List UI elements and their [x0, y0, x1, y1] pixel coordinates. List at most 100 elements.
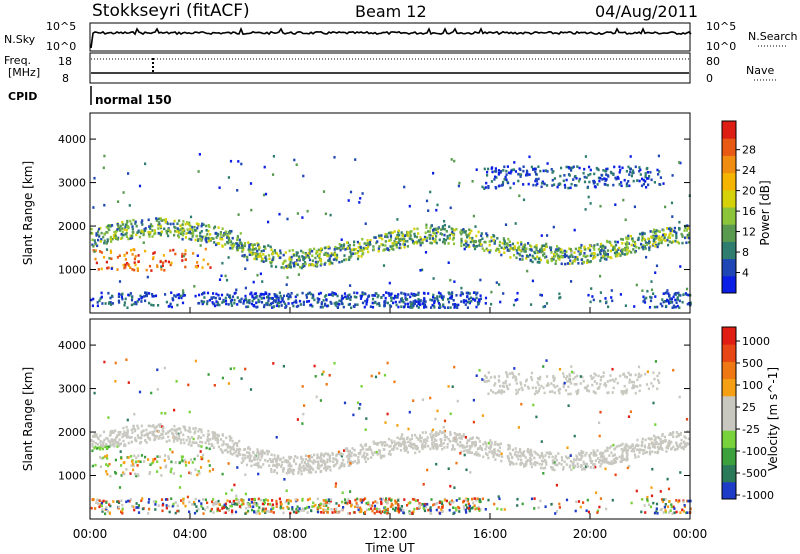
echo-cell — [430, 241, 433, 245]
echo-cell — [589, 244, 592, 248]
echo-cell — [177, 293, 180, 296]
echo-cell — [277, 296, 280, 300]
echo-cell — [193, 225, 196, 229]
echo-cell — [484, 302, 487, 305]
echo-cell — [105, 242, 108, 245]
echo-cell — [94, 257, 97, 261]
echo-cell — [634, 384, 637, 388]
echo-cell — [125, 225, 128, 229]
echo-cell — [200, 235, 204, 239]
echo-cell — [134, 472, 137, 476]
echo-cell — [668, 433, 671, 436]
echo-cell — [504, 381, 507, 385]
echo-cell — [347, 244, 350, 248]
echo-cell — [345, 455, 348, 458]
echo-cell — [354, 498, 357, 502]
echo-cell — [460, 237, 463, 241]
echo-cell — [225, 507, 229, 510]
echo-cell — [533, 497, 536, 500]
echo-cell — [534, 460, 537, 464]
echo-cell — [503, 240, 506, 243]
echo-cell — [542, 365, 545, 368]
echo-cell — [647, 237, 650, 241]
echo-cell — [556, 463, 559, 467]
echo-cell — [477, 230, 480, 234]
echo-cell — [230, 230, 233, 233]
echo-cell — [591, 383, 594, 387]
echo-cell — [91, 443, 94, 446]
echo-cell — [324, 498, 327, 502]
echo-cell — [176, 509, 179, 513]
echo-cell — [405, 448, 408, 452]
echo-cell — [618, 165, 621, 169]
echo-cell — [109, 237, 112, 241]
echo-cell — [475, 374, 478, 377]
echo-cell — [202, 292, 205, 295]
echo-cell — [574, 247, 577, 251]
echo-cell — [96, 436, 100, 439]
echo-cell — [159, 217, 162, 221]
echo-cell — [465, 291, 468, 295]
echo-cell — [107, 266, 110, 269]
echo-cell — [550, 452, 553, 455]
echo-cell — [429, 506, 432, 509]
echo-cell — [481, 185, 484, 189]
echo-cell — [187, 429, 190, 433]
echo-cell — [242, 502, 245, 506]
echo-cell — [181, 231, 184, 234]
echo-cell — [493, 241, 496, 244]
echo-cell — [188, 221, 191, 225]
echo-cell — [222, 440, 225, 443]
echo-cell — [165, 464, 168, 468]
echo-cell — [478, 244, 481, 247]
echo-cell — [357, 458, 360, 462]
echo-cell — [678, 293, 681, 297]
echo-cell — [154, 508, 157, 511]
echo-cell — [192, 427, 195, 430]
echo-cell — [435, 462, 438, 466]
echo-cell — [556, 249, 560, 252]
echo-cell — [213, 302, 216, 306]
echo-cell — [503, 385, 506, 388]
echo-cell — [91, 238, 94, 242]
echo-cell — [428, 234, 431, 237]
echo-cell — [505, 173, 508, 176]
echo-cell — [598, 461, 601, 464]
echo-cell — [438, 512, 442, 515]
echo-cell — [319, 399, 322, 402]
echo-cell — [647, 241, 650, 245]
echo-cell — [540, 248, 543, 252]
echo-cell — [682, 293, 685, 297]
echo-cell — [418, 437, 421, 440]
echo-cell — [448, 508, 451, 512]
echo-cell — [609, 374, 612, 377]
echo-cell — [561, 251, 564, 254]
echo-cell — [271, 250, 274, 254]
echo-cell — [262, 499, 265, 502]
echo-cell — [569, 259, 572, 262]
echo-cell — [520, 241, 523, 244]
echo-cell — [445, 230, 448, 233]
echo-cell — [297, 273, 300, 276]
echo-cell — [676, 296, 679, 299]
echo-cell — [159, 466, 162, 470]
echo-cell — [518, 388, 521, 391]
echo-cell — [610, 462, 613, 466]
echo-cell — [428, 237, 431, 240]
echo-cell — [372, 440, 375, 444]
echo-cell — [605, 507, 608, 511]
echo-cell — [359, 451, 362, 455]
echo-cell — [314, 256, 317, 260]
echo-cell — [242, 302, 245, 305]
echo-cell — [651, 445, 655, 449]
echo-cell — [400, 437, 403, 440]
echo-cell — [133, 302, 136, 306]
echo-cell — [545, 384, 548, 387]
echo-cell — [523, 246, 526, 249]
echo-cell — [287, 302, 290, 305]
echo-cell — [156, 368, 159, 372]
echo-cell — [589, 168, 592, 172]
echo-cell — [139, 294, 142, 298]
echo-cell — [432, 229, 435, 232]
echo-cell — [459, 440, 462, 444]
